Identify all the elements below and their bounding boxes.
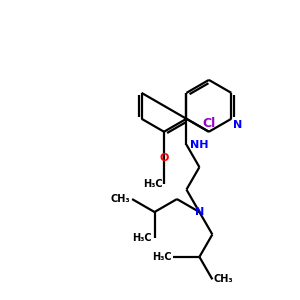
Text: O: O bbox=[159, 153, 169, 163]
Text: N: N bbox=[233, 120, 242, 130]
Text: CH₃: CH₃ bbox=[111, 194, 130, 204]
Text: Cl: Cl bbox=[202, 117, 215, 130]
Text: CH₃: CH₃ bbox=[214, 274, 233, 284]
Text: H₃C: H₃C bbox=[133, 233, 152, 243]
Text: H₃C: H₃C bbox=[143, 178, 163, 189]
Text: N: N bbox=[195, 207, 204, 217]
Text: H₃C: H₃C bbox=[152, 252, 172, 262]
Text: NH: NH bbox=[190, 140, 208, 150]
